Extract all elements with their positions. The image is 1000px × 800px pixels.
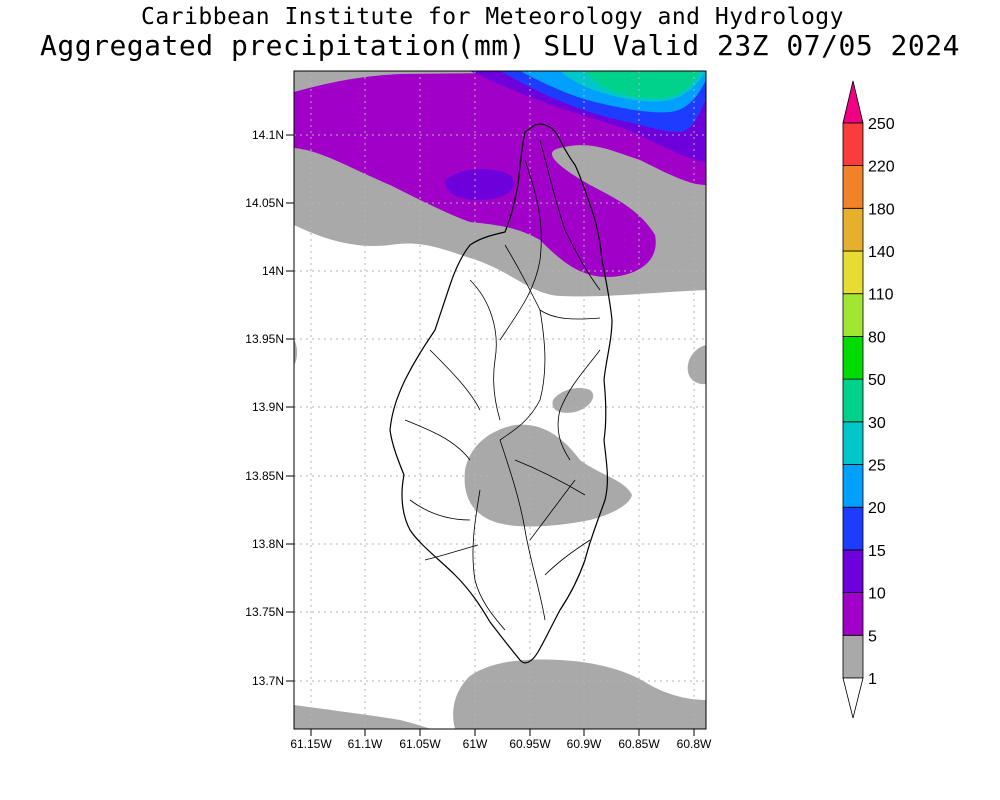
latitude-axis: 14.1N 14.05N 14N 13.95N 13.9N 13.85N 13.… [245,128,294,688]
color-bar-segment [842,250,864,295]
lon-label: 60.9W [567,737,602,751]
lon-label: 61.05W [399,737,441,751]
color-bar-segment [842,592,864,636]
chart-subtitle: Aggregated precipitation(mm) SLU Valid 2… [40,29,960,62]
longitude-axis: 61.15W 61.1W 61.05W 61W 60.95W 60.9W 60.… [290,729,712,751]
color-bar-min-triangle [842,677,864,719]
color-bar-label: 5 [868,628,877,645]
color-bar-label: 220 [868,159,895,176]
lon-label: 60.8W [677,737,712,751]
color-bar-segment [842,207,864,252]
color-bar-label: 30 [868,415,886,432]
lat-label: 13.95N [245,332,284,346]
color-bar-label: 1 [868,671,877,688]
precipitation-field [294,71,706,729]
lat-label: 13.9N [252,400,284,414]
color-bar-label: 180 [868,201,895,218]
lat-label: 14.05N [245,196,284,210]
color-bar-label: 80 [868,329,886,346]
internal-boundaries [404,139,601,631]
precip-zone-1-5-east-edge [687,345,706,385]
color-bar-label: 140 [868,244,895,261]
lat-label: 13.7N [252,674,284,688]
lat-label: 13.8N [252,537,284,551]
color-bar-segment [842,506,864,551]
lon-label: 60.85W [618,737,660,751]
color-bar-segment [842,293,864,337]
color-bar-label: 20 [868,500,886,517]
color-bar-segment [842,335,864,380]
lon-label: 60.95W [509,737,551,751]
chart-title: Caribbean Institute for Meteorology and … [140,4,844,30]
color-bar-label: 250 [868,116,895,133]
graticule [294,71,706,729]
lon-label: 61W [463,737,488,751]
color-bar-segment [842,421,864,465]
lat-label: 14.1N [252,128,284,142]
precip-zone-1-5-south [294,705,432,729]
color-bar-segment [842,464,864,508]
color-bar-segment [842,122,864,167]
precip-zone-1-5-center [464,424,632,527]
lat-label: 13.75N [245,605,284,619]
island-outline-saint-lucia [389,123,613,664]
precip-zone-10-15 [445,168,514,200]
color-bar-segment [842,378,864,423]
color-bar-label: 50 [868,372,886,389]
lon-label: 61.1W [348,737,383,751]
color-bar-segment [842,549,864,594]
color-bar-label: 110 [868,287,894,304]
precip-zone-1-5-south-center [453,659,706,729]
color-bar-max-triangle [842,80,864,124]
map-frame [293,70,707,730]
color-bar-segment [842,634,864,679]
lat-label: 13.85N [245,469,284,483]
color-bar-segment [842,165,864,209]
precip-zone-30-50 [585,71,700,99]
color-bar-label: 25 [868,458,886,475]
lon-label: 61.15W [290,737,332,751]
color-bar-label: 15 [868,543,886,560]
precip-zone-1-5-west-edge [294,340,297,365]
color-bar-label: 10 [868,586,886,603]
lat-label: 14N [262,264,284,278]
